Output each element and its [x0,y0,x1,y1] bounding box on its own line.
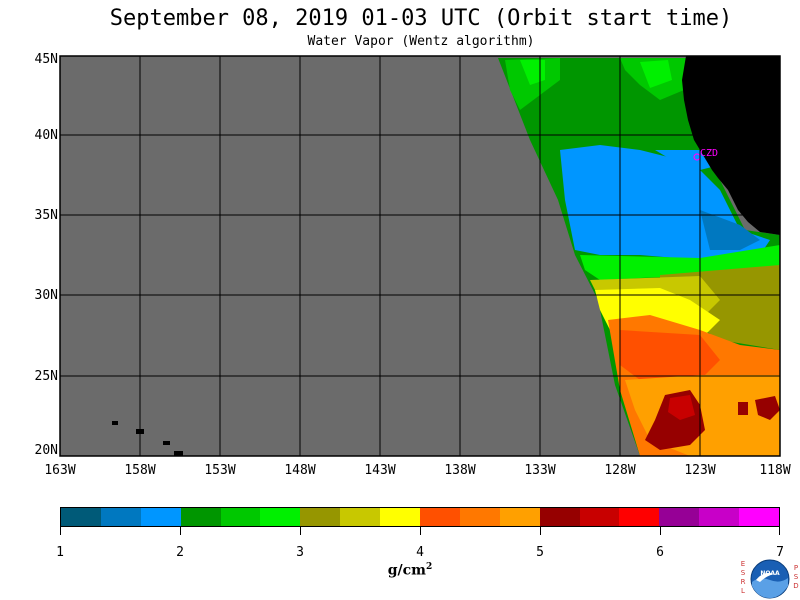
island-kauai [112,421,118,425]
logo-letter: D [793,582,799,590]
colorbar-label-7: 7 [776,545,784,560]
lat-label-40n: 40N [34,128,58,143]
map-gridlines [60,56,780,456]
logo-letter: L [741,587,745,595]
colorbar [60,507,780,527]
units-exponent: 2 [425,562,433,572]
colorbar-tick [420,527,421,535]
colorbar-segment [220,508,261,526]
colorbar-segment [539,508,580,526]
lon-label-143w: 143W [364,463,396,478]
lat-label-20n: 20N [34,443,58,458]
logo-letter: R [740,578,746,586]
colorbar-label-3: 3 [296,545,304,560]
logo-letter: P [793,564,799,572]
colorbar-tick [660,527,661,535]
lon-label-133w: 133W [524,463,556,478]
lon-label-158w: 158W [124,463,156,478]
swath-dark-blue [700,210,760,250]
colorbar-segment [100,508,141,526]
noaa-logo-text: NOAA [760,570,780,577]
lon-label-138w: 138W [444,463,476,478]
colorbar-units: g/cm2 [380,562,440,579]
colorbar-segment [739,508,780,526]
colorbar-segment [619,508,660,526]
noaa-emblem-icon: NOAA [750,559,790,599]
map-subtitle: Water Vapor (Wentz algorithm) [307,34,535,49]
colorbar-segment [579,508,620,526]
colorbar-segment [699,508,740,526]
colorbar-segment [300,508,341,526]
lat-label-45n: 45N [34,52,58,67]
colorbar-tick [300,527,301,535]
logo-letter: S [740,569,746,577]
lon-label-163w: 163W [44,463,76,478]
land-north-america [682,56,780,235]
map-title: September 08, 2019 01-03 UTC (Orbit star… [109,6,733,31]
colorbar-label-2: 2 [176,545,184,560]
map-frame [59,55,781,457]
lon-label-123w: 123W [684,463,716,478]
swath-red-patch [668,395,695,420]
swath-red-orange [620,330,720,380]
lat-label-30n: 30N [34,288,58,303]
lon-label-118w: 118W [759,463,791,478]
colorbar-segment [340,508,381,526]
swath-dark-red-small [738,402,748,415]
colorbar-label-5: 5 [536,545,544,560]
colorbar-tick [180,527,181,535]
noaa-esrl-psd-logo: E S R L NOAA P S D [740,558,800,600]
station-label: CZD [700,148,718,159]
lon-label-148w: 148W [284,463,316,478]
colorbar-label-6: 6 [656,545,664,560]
water-vapor-swath [498,58,780,456]
colorbar-segment [499,508,540,526]
colorbar-tick [540,527,541,535]
colorbar-segment [61,508,101,526]
lat-label-25n: 25N [34,369,58,384]
island-hawaii [174,451,183,456]
colorbar-segment [180,508,221,526]
lon-label-153w: 153W [204,463,236,478]
colorbar-segment [260,508,301,526]
logo-letter: S [793,573,799,581]
lon-label-128w: 128W [604,463,636,478]
colorbar-segment [659,508,700,526]
swath-dark-red-east [755,396,780,420]
colorbar-label-1: 1 [56,545,64,560]
colorbar-segment [459,508,500,526]
colorbar-label-4: 4 [416,545,424,560]
island-maui [163,441,170,445]
colorbar-segment [140,508,181,526]
logo-letter: E [740,560,746,568]
colorbar-tick [60,527,61,535]
colorbar-segment [420,508,460,526]
lat-label-35n: 35N [34,208,58,223]
units-base: g/cm [387,562,426,579]
colorbar-segment [380,508,421,526]
swath-bright-green-2 [640,60,672,88]
swath-bright-green [520,60,545,85]
colorbar-tick [779,527,780,535]
